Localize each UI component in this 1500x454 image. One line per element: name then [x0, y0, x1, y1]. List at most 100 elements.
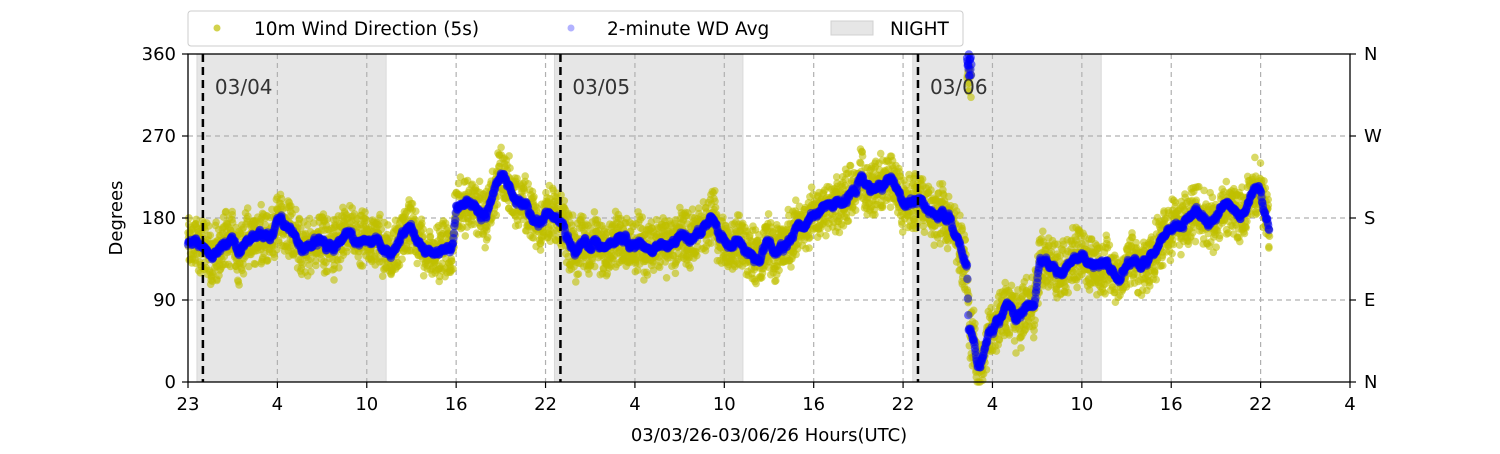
- wind-direction-point: [207, 232, 215, 240]
- wind-direction-point: [945, 193, 953, 201]
- wind-direction-point: [506, 164, 514, 172]
- wind-direction-point: [944, 245, 952, 253]
- wind-direction-point: [244, 204, 252, 212]
- wind-direction-point: [264, 256, 272, 264]
- wind-direction-point: [1265, 243, 1273, 251]
- wind-direction-point: [1223, 178, 1231, 186]
- wind-direction-point: [871, 211, 879, 219]
- wind-direction-point: [879, 204, 887, 212]
- wind-direction-point: [205, 222, 213, 230]
- wind-direction-point: [787, 263, 795, 271]
- wind-direction-point: [376, 211, 384, 219]
- wind-direction-point: [1106, 241, 1114, 249]
- wind-direction-point: [579, 213, 587, 221]
- wind-direction-point: [822, 232, 830, 240]
- wind-direction-point: [330, 276, 338, 284]
- wind-direction-point: [1073, 284, 1081, 292]
- wind-direction-point: [448, 257, 456, 265]
- wind-direction-point: [712, 204, 720, 212]
- wind-direction-point: [420, 272, 428, 280]
- wind-direction-point: [537, 246, 545, 254]
- wind-direction-point: [1017, 344, 1025, 352]
- wind-direction-point: [672, 270, 680, 278]
- wind-direction-point: [1242, 224, 1250, 232]
- wind-direction-point: [585, 270, 593, 278]
- wind-direction-point: [484, 234, 492, 242]
- wind-direction-point: [1212, 243, 1220, 251]
- wind-direction-point: [591, 263, 599, 271]
- wind-direction-point: [836, 229, 844, 237]
- wind-direction-point: [1152, 276, 1160, 284]
- wind-direction-point: [1236, 238, 1244, 246]
- wind-direction-point: [292, 206, 300, 214]
- wind-direction-point: [956, 212, 964, 220]
- wind-direction-point: [521, 172, 529, 180]
- wind-direction-point: [638, 213, 646, 221]
- wind-direction-point: [1064, 289, 1072, 297]
- wind-direction-point: [257, 201, 265, 209]
- wind-direction-point: [1216, 232, 1224, 240]
- wind-direction-point: [1039, 228, 1047, 236]
- wind-direction-point: [921, 228, 929, 236]
- wind-direction-point: [644, 271, 652, 279]
- wind-direction-point: [240, 270, 248, 278]
- wind-direction-point: [497, 144, 505, 152]
- wind-direction-point: [307, 268, 315, 276]
- wind-direction-point: [412, 207, 420, 215]
- wind-direction-point: [1030, 334, 1038, 342]
- wind-direction-point: [1192, 238, 1200, 246]
- wind-direction-point: [845, 217, 853, 225]
- wind-direction-point: [693, 252, 701, 260]
- wind-direction-point: [919, 175, 927, 183]
- wind-direction-point: [719, 214, 727, 222]
- wind-direction-point: [359, 262, 367, 270]
- wind-direction-point: [1257, 159, 1265, 167]
- wind-direction-point: [1008, 282, 1016, 290]
- wind-direction-point: [271, 253, 279, 261]
- wind-direction-point: [808, 184, 816, 192]
- wind-direction-point: [806, 234, 814, 242]
- wind-direction-point: [398, 255, 406, 263]
- wind-direction-point: [505, 152, 513, 160]
- wind-direction-point: [229, 211, 237, 219]
- wind-direction-point: [569, 211, 577, 219]
- wind-direction-point: [378, 226, 386, 234]
- wind-direction-point: [805, 244, 813, 252]
- wind-direction-point: [859, 152, 867, 160]
- wind-direction-point: [476, 178, 484, 186]
- wind-direction-point: [1159, 262, 1167, 270]
- wind-direction-point: [212, 218, 220, 226]
- wind-direction-point: [1168, 250, 1176, 258]
- wind-direction-point: [927, 186, 935, 194]
- wind-direction-point: [686, 264, 694, 272]
- wind-direction-point: [278, 195, 286, 203]
- wind-direction-point: [877, 150, 885, 158]
- wind-direction-point: [409, 200, 417, 208]
- wind-direction-point: [449, 265, 457, 273]
- wind-direction-point: [384, 221, 392, 229]
- wind-direction-point: [1031, 317, 1039, 325]
- wind-direction-point: [530, 193, 538, 201]
- wind-direction-point: [572, 278, 580, 286]
- wind-direction-point: [765, 210, 773, 218]
- wind-direction-point: [493, 211, 501, 219]
- wind-direction-point: [235, 281, 243, 289]
- wind-direction-point: [735, 212, 743, 220]
- wind-direction-point: [1177, 251, 1185, 259]
- wind-direction-point: [335, 264, 343, 272]
- wind-direction-point: [663, 274, 671, 282]
- wind-direction-point: [711, 187, 719, 195]
- wind-direction-point: [1006, 331, 1014, 339]
- wind-direction-point: [312, 262, 320, 270]
- wind-direction-point: [852, 206, 860, 214]
- wind-direction-point: [1146, 282, 1154, 290]
- wind-direction-point: [591, 208, 599, 216]
- wind-direction-point: [1209, 194, 1217, 202]
- wind-direction-point: [462, 232, 470, 240]
- wind-direction-point: [1151, 268, 1159, 276]
- wind-direction-point: [1251, 154, 1259, 162]
- wind-direction-point: [847, 162, 855, 170]
- wind-direction-point: [575, 270, 583, 278]
- wind-direction-point: [481, 244, 489, 252]
